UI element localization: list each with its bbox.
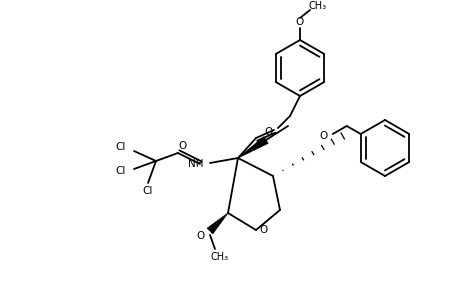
Text: O: O — [295, 17, 303, 27]
Text: Cl: Cl — [115, 142, 126, 152]
Text: O: O — [196, 231, 205, 241]
Text: O: O — [178, 141, 186, 151]
Text: CH₃: CH₃ — [211, 252, 229, 262]
Text: Cl: Cl — [115, 166, 126, 176]
Polygon shape — [237, 136, 268, 158]
Text: Cl: Cl — [142, 186, 153, 196]
Text: NH: NH — [188, 159, 203, 169]
Text: O: O — [259, 225, 268, 235]
Text: CH₃: CH₃ — [308, 1, 326, 11]
Text: O: O — [319, 131, 327, 141]
Text: O: O — [264, 127, 272, 137]
Polygon shape — [207, 213, 228, 234]
